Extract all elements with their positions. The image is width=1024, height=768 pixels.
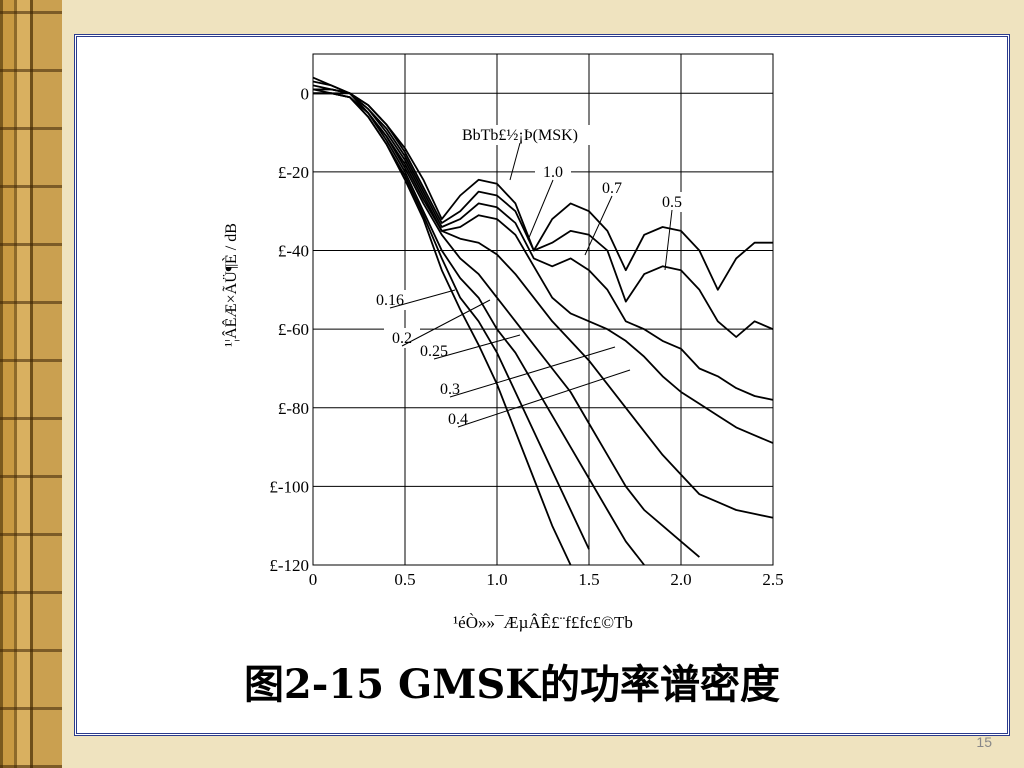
label-bg: [654, 192, 690, 212]
series-label: 0.4: [448, 411, 468, 428]
series-label: 0.3: [440, 381, 460, 398]
leader-line: [389, 289, 456, 309]
series-line: [313, 88, 774, 444]
label-bg: [384, 328, 420, 348]
series-label: 0.2: [392, 330, 412, 347]
series-label: 0.16: [376, 292, 404, 309]
x-tick-label: 2.5: [762, 570, 783, 589]
x-tick-label: 2.0: [670, 570, 691, 589]
x-tick-label: 0: [309, 570, 318, 589]
slide-caption: 图2-15 GMSK的功率谱密度: [243, 661, 781, 708]
decor-strip: [0, 0, 62, 768]
series-line: [312, 80, 774, 338]
leader-line: [457, 369, 631, 428]
series-line: [312, 76, 773, 291]
x-tick-label: 1.0: [486, 570, 507, 589]
y-tick-label: £-80: [278, 399, 309, 418]
slide-frame: [74, 34, 1010, 736]
y-axis-label: ¹¦ÂÊÆ×ÃÜ¶È / dB: [221, 223, 240, 347]
y-tick-label: 0: [301, 84, 310, 103]
series-label: 0.5: [662, 194, 682, 211]
series-line: [312, 88, 700, 558]
leader-line: [664, 209, 673, 271]
series-label: 1.0: [543, 164, 563, 181]
leader-line: [433, 334, 521, 360]
series-label: 0.25: [420, 343, 448, 360]
leader-line: [527, 179, 554, 241]
series-label: BbTb£½¡Þ(MSK): [462, 127, 578, 144]
series-label: 0.7: [602, 180, 622, 197]
y-tick-label: £-100: [269, 477, 309, 496]
y-tick-label: £-40: [278, 242, 309, 261]
page-number: 15: [976, 734, 992, 750]
label-bg: [436, 125, 604, 145]
series-line: [313, 92, 645, 566]
label-bg: [535, 162, 571, 182]
x-axis-label: ¹éÒ»»¯ÆµÂÊ£¨f£­fc£©Tb: [453, 613, 633, 632]
leader-line: [584, 195, 613, 256]
series-line: [313, 92, 590, 550]
leader-line: [509, 142, 521, 181]
y-tick-label: £-120: [269, 556, 309, 575]
y-tick-label: £-60: [278, 320, 309, 339]
leader-line: [449, 346, 616, 398]
y-tick-label: £-20: [278, 163, 309, 182]
series-line: [312, 84, 774, 401]
leader-line: [401, 299, 491, 347]
x-tick-label: 0.5: [394, 570, 415, 589]
x-tick-label: 1.5: [578, 570, 599, 589]
label-bg: [594, 178, 630, 198]
series-line: [313, 92, 572, 566]
